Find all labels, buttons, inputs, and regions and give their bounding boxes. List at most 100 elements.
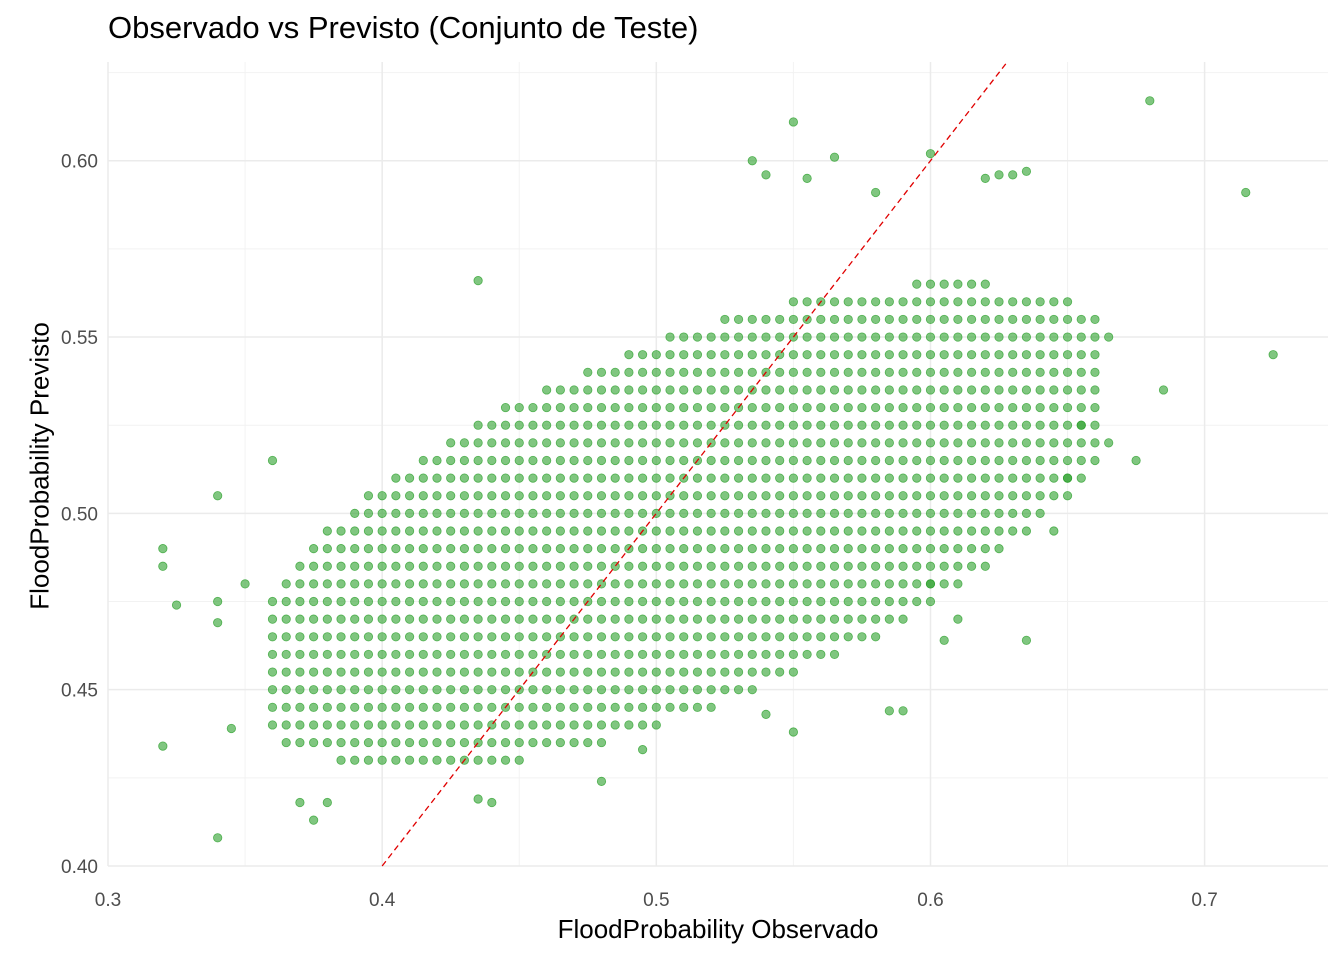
data-point: [624, 455, 634, 466]
data-point: [487, 544, 497, 554]
data-point: [1008, 455, 1018, 466]
data-point: [487, 737, 497, 748]
data-point: [624, 632, 634, 642]
data-point: [651, 438, 661, 448]
data-point: [651, 702, 661, 712]
data-point: [596, 420, 607, 430]
data-point: [966, 279, 977, 289]
data-point: [692, 667, 703, 677]
data-point: [651, 402, 661, 413]
data-point: [1268, 350, 1278, 360]
data-point: [596, 776, 607, 786]
data-point: [583, 438, 593, 448]
data-point: [898, 706, 908, 716]
data-point: [610, 720, 620, 730]
data-point: [446, 438, 456, 448]
data-point: [322, 579, 332, 589]
data-point: [857, 420, 867, 430]
data-point: [514, 544, 524, 554]
data-point: [610, 367, 620, 377]
data-point: [775, 332, 785, 342]
data-point: [487, 755, 497, 765]
data-point: [459, 508, 470, 518]
data-point: [1062, 385, 1073, 395]
data-point: [500, 402, 511, 413]
data-point: [761, 332, 771, 342]
data-point: [775, 596, 785, 607]
data-point: [446, 455, 456, 466]
data-point: [788, 420, 798, 430]
data-point: [569, 702, 579, 712]
data-point: [1076, 455, 1086, 466]
data-point: [446, 526, 456, 536]
data-point: [788, 117, 798, 127]
data-point: [802, 420, 812, 430]
data-point: [500, 526, 511, 536]
data-point: [884, 438, 894, 448]
data-point: [583, 579, 593, 589]
data-point: [679, 579, 689, 589]
data-point: [733, 491, 744, 501]
data-point: [843, 385, 853, 395]
data-point: [295, 614, 305, 624]
data-point: [651, 632, 661, 642]
data-point: [473, 667, 483, 677]
y-tick-label: 0.55: [61, 328, 98, 349]
data-point: [624, 473, 634, 483]
data-point: [651, 473, 661, 483]
data-point: [925, 279, 936, 289]
data-point: [569, 455, 579, 466]
data-point: [829, 579, 840, 589]
data-point: [816, 402, 826, 413]
data-point: [377, 720, 387, 730]
data-point: [459, 649, 470, 660]
data-point: [912, 561, 922, 571]
data-point: [857, 614, 867, 624]
data-point: [925, 438, 936, 448]
data-point: [788, 544, 798, 554]
data-point: [281, 649, 291, 660]
data-point: [775, 420, 785, 430]
data-point: [884, 508, 894, 518]
data-point: [514, 526, 524, 536]
data-point: [267, 685, 278, 695]
data-point: [720, 332, 730, 342]
data-point: [555, 526, 565, 536]
data-point: [898, 438, 908, 448]
data-point: [1021, 420, 1032, 430]
data-point: [871, 473, 881, 483]
data-point: [500, 737, 511, 748]
data-point: [733, 561, 744, 571]
data-point: [418, 755, 428, 765]
data-point: [857, 332, 867, 342]
data-point: [679, 491, 689, 501]
data-point: [1049, 491, 1059, 501]
data-point: [295, 596, 305, 607]
data-point: [309, 561, 319, 571]
data-point: [857, 402, 867, 413]
data-point: [1062, 420, 1073, 430]
data-point: [487, 579, 497, 589]
data-point: [610, 596, 620, 607]
data-point: [761, 350, 771, 360]
data-point: [761, 420, 771, 430]
data-point: [322, 544, 332, 554]
data-point: [1008, 385, 1018, 395]
data-point: [679, 438, 689, 448]
data-point: [391, 508, 401, 518]
data-point: [733, 649, 744, 660]
data-point: [802, 508, 812, 518]
data-point: [1241, 187, 1251, 198]
data-point: [912, 420, 922, 430]
data-point: [1008, 402, 1018, 413]
data-point: [871, 420, 881, 430]
data-point: [747, 561, 757, 571]
data-point: [569, 473, 579, 483]
data-point: [994, 491, 1004, 501]
data-point: [514, 755, 524, 765]
data-point: [487, 702, 497, 712]
data-point: [1076, 350, 1086, 360]
data-point: [802, 526, 812, 536]
data-point: [1076, 438, 1086, 448]
data-point: [487, 508, 497, 518]
